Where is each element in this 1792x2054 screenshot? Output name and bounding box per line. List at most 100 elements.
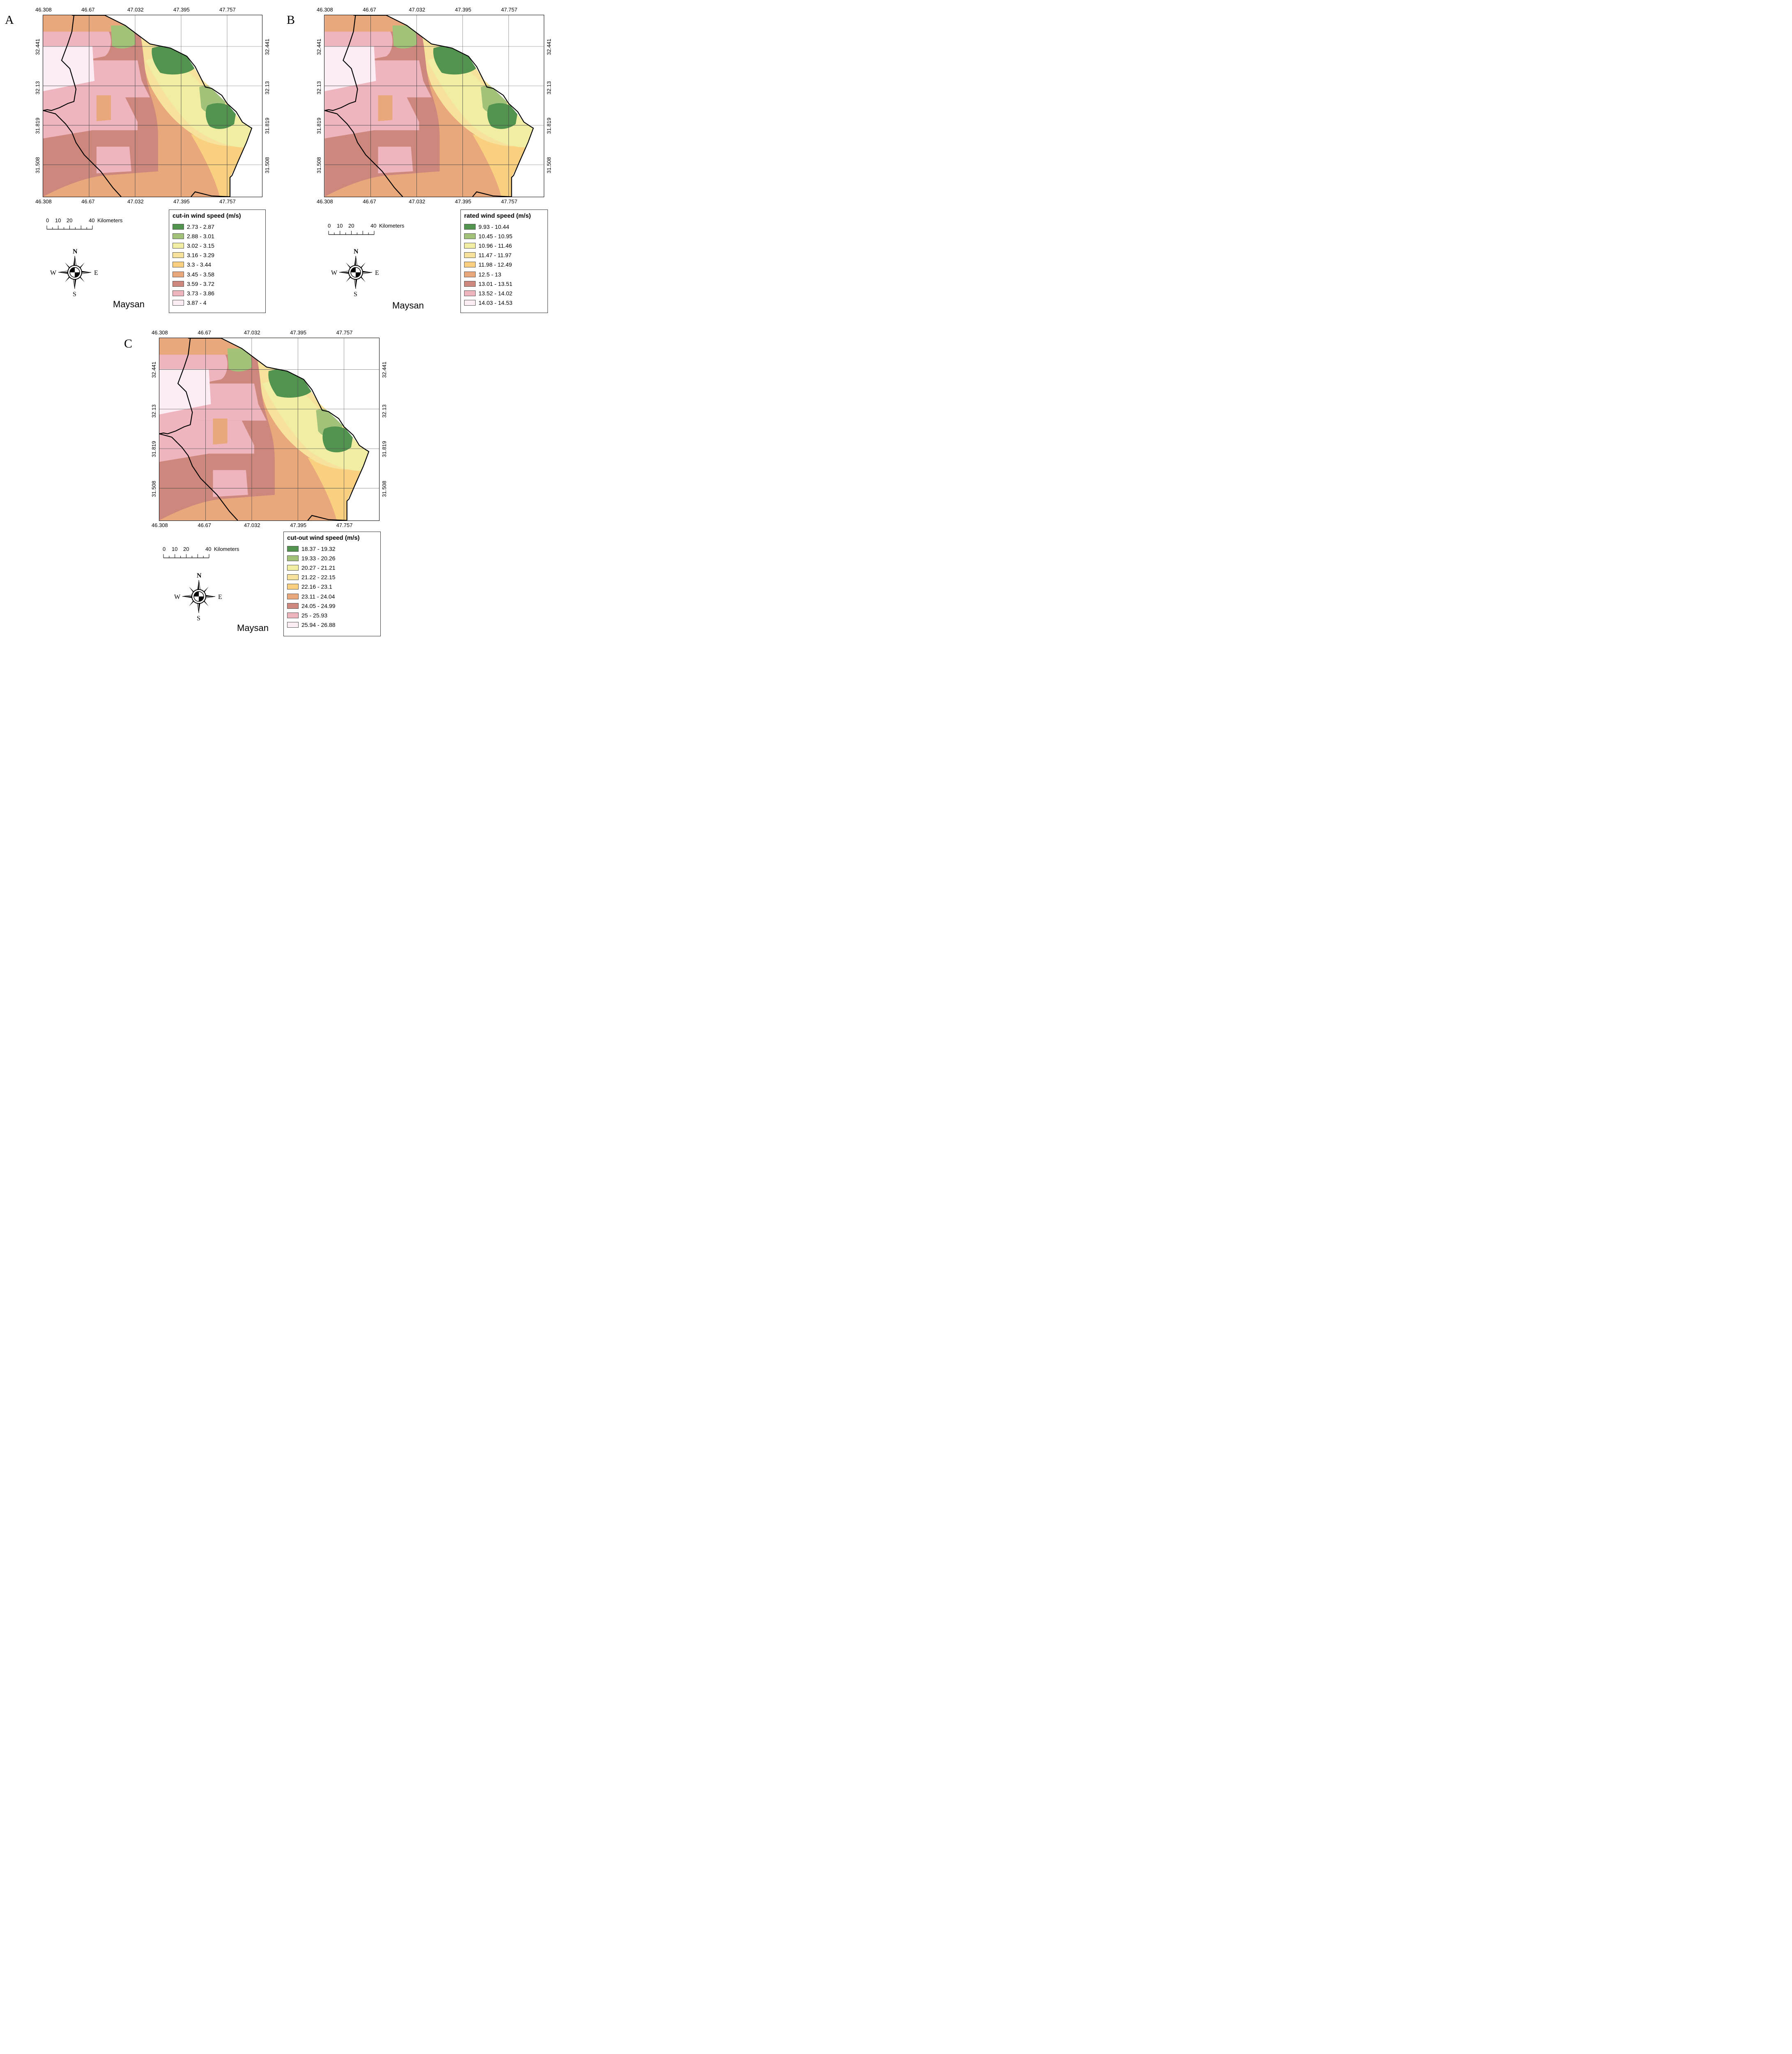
legend-item: 9.93 - 10.44 (464, 222, 544, 231)
latitude-tick: 32.441 (35, 39, 41, 55)
legend-item: 13.52 - 14.02 (464, 288, 544, 298)
legend-item: 19.33 - 20.26 (287, 553, 377, 563)
map-frame (159, 338, 380, 521)
longitude-tick: 47.757 (336, 329, 353, 336)
longitude-tick: 47.395 (290, 329, 307, 336)
longitude-tick: 46.67 (198, 522, 211, 528)
compass-north-label: N (197, 572, 202, 579)
longitude-tick: 47.757 (501, 198, 518, 205)
province-boundary (324, 15, 534, 197)
legend-swatch (287, 555, 299, 561)
panel-a: A 46.308 46.308 46.67 46.67 47.032 47.032 47.3… (0, 0, 279, 320)
legend-label: 18.37 - 19.32 (301, 545, 336, 552)
longitude-tick: 47.032 (409, 198, 426, 205)
legend-swatch (173, 290, 184, 296)
latitude-tick: 32.441 (151, 362, 157, 378)
longitude-tick: 47.757 (219, 7, 236, 13)
compass-rose-icon: N S E W (174, 572, 222, 622)
longitude-tick: 46.67 (198, 329, 211, 336)
legend-item: 3.16 - 3.29 (173, 251, 262, 260)
region-label: Maysan (113, 299, 145, 309)
scale-label: 10 (172, 546, 178, 552)
compass-south-label: S (73, 291, 76, 297)
scale-unit: Kilometers (379, 223, 405, 229)
legend-label: 13.01 - 13.51 (478, 280, 513, 287)
longitude-tick: 47.395 (290, 522, 307, 528)
legend-swatch (287, 546, 299, 552)
legend-item: 22.16 - 23.1 (287, 582, 377, 592)
legend-item: 3.3 - 3.44 (173, 260, 262, 269)
legend-swatch (287, 574, 299, 580)
longitude-tick: 46.308 (35, 198, 52, 205)
longitude-tick: 47.032 (244, 329, 260, 336)
legend-swatch (464, 242, 476, 249)
legend-item: 2.88 - 3.01 (173, 231, 262, 241)
legend-item: 3.73 - 3.86 (173, 288, 262, 298)
legend-item: 14.03 - 14.53 (464, 298, 544, 308)
color-zone (111, 25, 136, 49)
color-zone (363, 60, 432, 97)
map-frame (43, 15, 262, 197)
legend-item: 13.01 - 13.51 (464, 279, 544, 288)
color-zone (82, 60, 150, 97)
scale-ticks (46, 226, 93, 230)
map-legend: cut-in wind speed (m/s) 2.73 - 2.87 2.88 … (169, 210, 266, 313)
compass-west-label: W (331, 269, 338, 276)
latitude-tick: 31.819 (35, 117, 41, 134)
legend-title: cut-out wind speed (m/s) (287, 534, 360, 541)
legend-label: 20.27 - 21.21 (301, 564, 336, 571)
legend-label: 3.73 - 3.86 (187, 290, 214, 297)
legend-item: 10.45 - 10.95 (464, 231, 544, 241)
legend-label: 11.47 - 11.97 (478, 252, 512, 259)
longitude-tick: 46.308 (317, 198, 333, 205)
color-zone (43, 46, 94, 91)
choropleth-map (43, 15, 262, 197)
longitude-tick: 46.67 (81, 198, 95, 205)
legend-swatch (464, 223, 476, 230)
scale-label: 20 (348, 223, 354, 229)
compass-west-label: W (174, 594, 181, 601)
legend-item: 3.45 - 3.58 (173, 269, 262, 279)
legend-item: 3.59 - 3.72 (173, 279, 262, 288)
latitude-tick: 32.441 (264, 39, 270, 55)
legend-item: 23.11 - 24.04 (287, 592, 377, 601)
legend-label: 2.88 - 3.01 (187, 233, 214, 239)
longitude-tick: 47.757 (501, 7, 518, 13)
legend-label: 12.5 - 13 (478, 271, 501, 278)
legend-swatch (173, 242, 184, 249)
latitude-tick: 31.508 (264, 157, 270, 173)
scale-label: 20 (67, 217, 73, 223)
legend-label: 22.16 - 23.1 (301, 583, 332, 590)
legend-item: 2.73 - 2.87 (173, 222, 262, 231)
scale-label: 0 (163, 546, 166, 552)
longitude-tick: 47.032 (244, 522, 260, 528)
legend-label: 2.73 - 2.87 (187, 223, 214, 230)
region-label: Maysan (392, 300, 424, 311)
north-arrow: N S E W (174, 572, 223, 623)
latitude-tick: 32.13 (381, 404, 387, 418)
legend-item: 21.22 - 22.15 (287, 573, 377, 582)
legend-swatch (464, 233, 476, 239)
compass-east-label: E (218, 594, 222, 601)
legend-label: 10.45 - 10.95 (478, 233, 513, 239)
longitude-tick: 46.67 (363, 198, 376, 205)
longitude-tick: 46.308 (317, 7, 333, 13)
legend-label: 3.45 - 3.58 (187, 271, 214, 278)
longitude-tick: 46.67 (363, 7, 376, 13)
legend-item: 11.98 - 12.49 (464, 260, 544, 269)
outside-area (386, 15, 544, 197)
color-zone (227, 348, 252, 372)
scale-labels: 0 10 20 40 Kilometers (163, 546, 239, 553)
longitude-tick: 47.757 (219, 198, 236, 205)
scale-labels: 0 10 20 40 Kilometers (46, 217, 122, 224)
color-zone (97, 95, 111, 121)
longitude-tick: 46.308 (152, 329, 168, 336)
legend-swatch (173, 233, 184, 239)
legend-swatch (464, 262, 476, 268)
compass-north-label: N (354, 248, 359, 255)
panel-letter: B (287, 13, 295, 27)
choropleth-map (159, 338, 379, 520)
north-arrow: N S E W (50, 248, 99, 299)
legend-item: 25.94 - 26.88 (287, 620, 377, 630)
latitude-tick: 32.13 (264, 81, 270, 94)
